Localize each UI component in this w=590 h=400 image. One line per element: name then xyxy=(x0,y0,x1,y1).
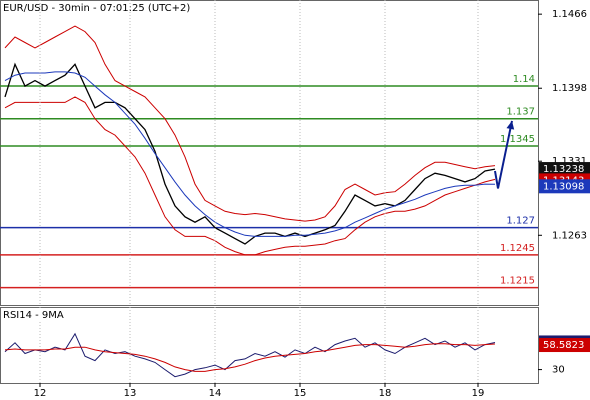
panel-title: RSI14 - 9MA xyxy=(3,310,64,321)
series-line xyxy=(4,71,496,237)
last-value-label: 1.13098 xyxy=(543,181,584,192)
panel-title: EUR/USD - 30min - 07:01:25 (UTC+2) xyxy=(3,3,190,14)
level-label: 1.14 xyxy=(513,74,535,85)
last-value-label: 1.13238 xyxy=(543,164,584,175)
y-tick-label: 1.1331 xyxy=(552,156,587,167)
title-bg xyxy=(1,2,193,15)
series-line xyxy=(4,96,496,256)
x-tick-label: 13 xyxy=(124,388,137,399)
y-tick-label: 1.1398 xyxy=(552,83,587,94)
projection-arrowhead xyxy=(506,120,515,130)
x-tick-label: 19 xyxy=(472,388,485,399)
level-label: 1.1245 xyxy=(500,243,535,254)
projection-line xyxy=(494,120,513,189)
level-label: 1.137 xyxy=(506,107,535,118)
last-value-box xyxy=(539,179,590,194)
x-tick-label: 14 xyxy=(209,388,222,399)
y-tick-label: 30 xyxy=(552,365,565,376)
x-tick-label: 12 xyxy=(34,388,47,399)
last-value-box xyxy=(539,338,590,353)
level-label: 1.1215 xyxy=(500,276,535,287)
panel-frame xyxy=(0,0,539,306)
series-line xyxy=(4,332,496,378)
x-tick-label: 15 xyxy=(294,388,307,399)
last-value-label: 58.5823 xyxy=(543,340,584,351)
series-line xyxy=(4,25,496,222)
series-line xyxy=(4,343,496,372)
level-label: 1.1345 xyxy=(500,134,535,145)
level-label: 1.127 xyxy=(506,216,535,227)
x-tick-label: 18 xyxy=(379,388,392,399)
title-bg xyxy=(1,309,66,322)
y-tick-label: 1.1263 xyxy=(552,230,587,241)
series-line xyxy=(4,62,496,245)
y-tick-label: 1.1466 xyxy=(552,9,587,20)
last-value-box xyxy=(539,162,590,177)
panel-frame xyxy=(0,307,539,384)
